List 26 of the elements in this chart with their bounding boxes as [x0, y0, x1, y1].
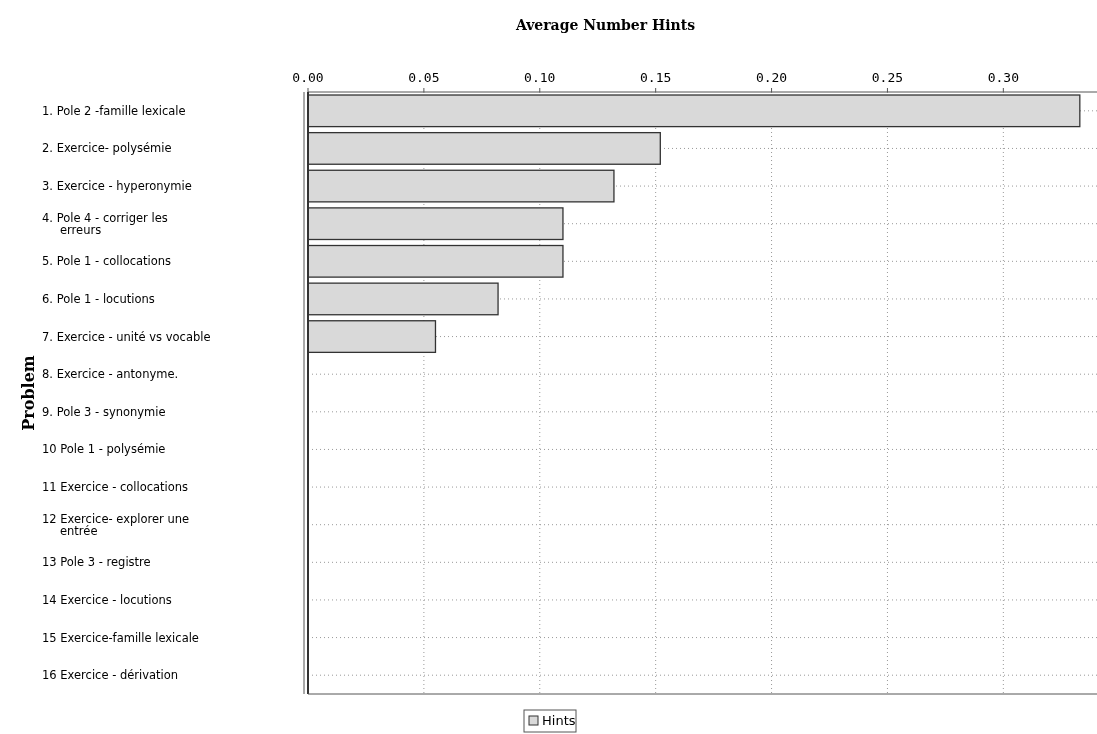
x-tick-label: 0.30	[987, 70, 1019, 85]
y-tick-label: 4. Pole 4 - corriger les erreurs	[42, 210, 168, 237]
x-tick-label: 0.25	[871, 70, 904, 85]
y-tick-label: 11 Exercice - collocations	[42, 480, 189, 495]
y-tick-label: 8. Exercice - antonyme.	[42, 367, 179, 382]
y-tick-label: 6. Pole 1 - locutions	[42, 291, 155, 306]
y-axis-title: Problem	[19, 355, 38, 431]
y-tick-label: 12 Exercice- explorer une entrée	[42, 511, 190, 538]
y-tick-label: 13 Pole 3 - registre	[42, 555, 151, 570]
y-tick-label: 1. Pole 2 -famille lexicale	[42, 103, 186, 118]
legend-label: Hints	[542, 713, 576, 728]
x-tick-label: 0.15	[640, 70, 672, 85]
y-tick-label: 3. Exercice - hyperonymie	[42, 179, 192, 194]
y-tick-label: 7. Exercice - unité vs vocable	[42, 329, 211, 344]
x-tick-label: 0.00	[292, 70, 324, 85]
y-tick-label: 10 Pole 1 - polysémie	[42, 442, 166, 457]
y-tick-label: 2. Exercice- polysémie	[42, 141, 172, 156]
y-tick-label: 15 Exercice-famille lexicale	[42, 630, 199, 645]
y-tick-label: 16 Exercice - dérivation	[42, 668, 179, 683]
x-tick-label: 0.05	[408, 70, 440, 85]
x-axis-title: Average Number Hints	[514, 17, 696, 33]
y-tick-label: 9. Pole 3 - synonymie	[42, 404, 166, 419]
y-tick-label: 5. Pole 1 - collocations	[42, 254, 172, 269]
x-tick-label: 0.10	[524, 70, 556, 85]
y-tick-label: 14 Exercice - locutions	[42, 592, 172, 607]
x-tick-label: 0.20	[755, 70, 788, 85]
